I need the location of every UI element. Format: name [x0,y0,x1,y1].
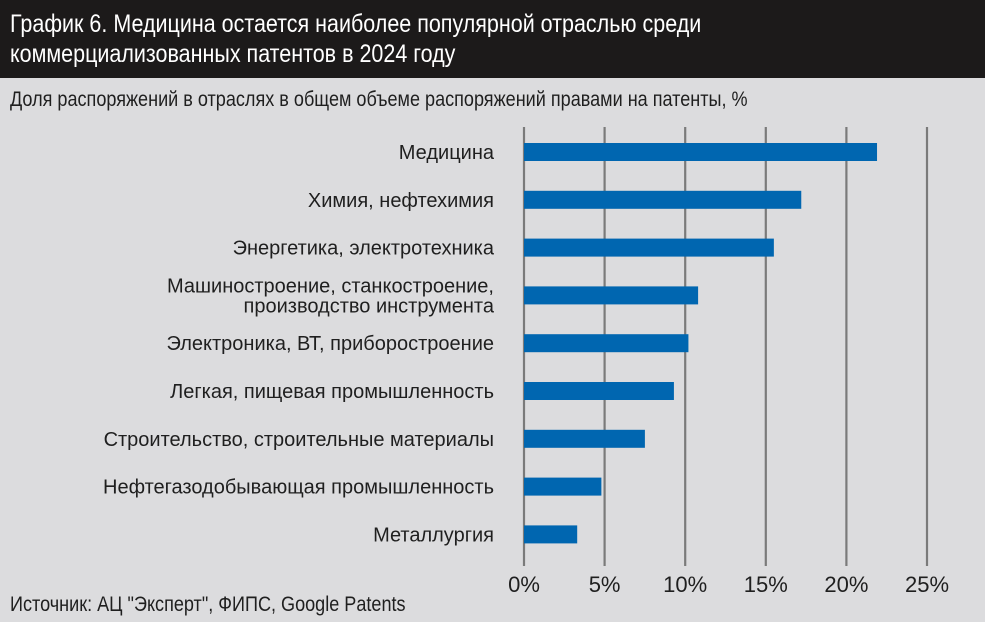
bar [524,190,802,209]
category-label: производство инструмента [244,295,495,317]
bar [524,382,674,400]
category-label: Нефтегазодобывающая промышленность [103,477,494,499]
chart-title-line1: График 6. Медицина остается наиболее поп… [10,10,702,38]
source-note: Источник: АЦ "Эксперт", ФИПС, Google Pat… [10,593,406,616]
x-tick-label: 20% [824,572,868,597]
bar [524,143,878,161]
category-label: Химия, нефтехимия [308,190,494,212]
x-tick-label: 5% [589,572,621,597]
bar [524,286,699,305]
bar [524,334,689,353]
chart-title-line2: коммерциализованных патентов в 2024 году [10,40,456,68]
bar [524,429,645,448]
x-tick-label: 10% [663,572,707,597]
category-label: Строительство, строительные материалы [104,429,494,451]
category-label: Легкая, пищевая промышленность [170,381,494,403]
category-label: Металлургия [373,524,494,546]
category-label: Машиностроение, станкостроение, [167,275,494,297]
category-label: Медицина [399,142,495,164]
bar [524,477,602,496]
bar [524,238,774,257]
x-tick-label: 15% [744,572,788,597]
category-label: Электроника, ВТ, приборостроение [167,333,494,355]
chart-subtitle: Доля распоряжений в отраслях в общем объ… [10,88,748,111]
category-label: Энергетика, электротехника [233,238,495,260]
x-tick-label: 25% [905,572,949,597]
x-tick-label: 0% [508,572,540,597]
title-banner: График 6. Медицина остается наиболее поп… [0,0,985,78]
bar [524,525,578,544]
